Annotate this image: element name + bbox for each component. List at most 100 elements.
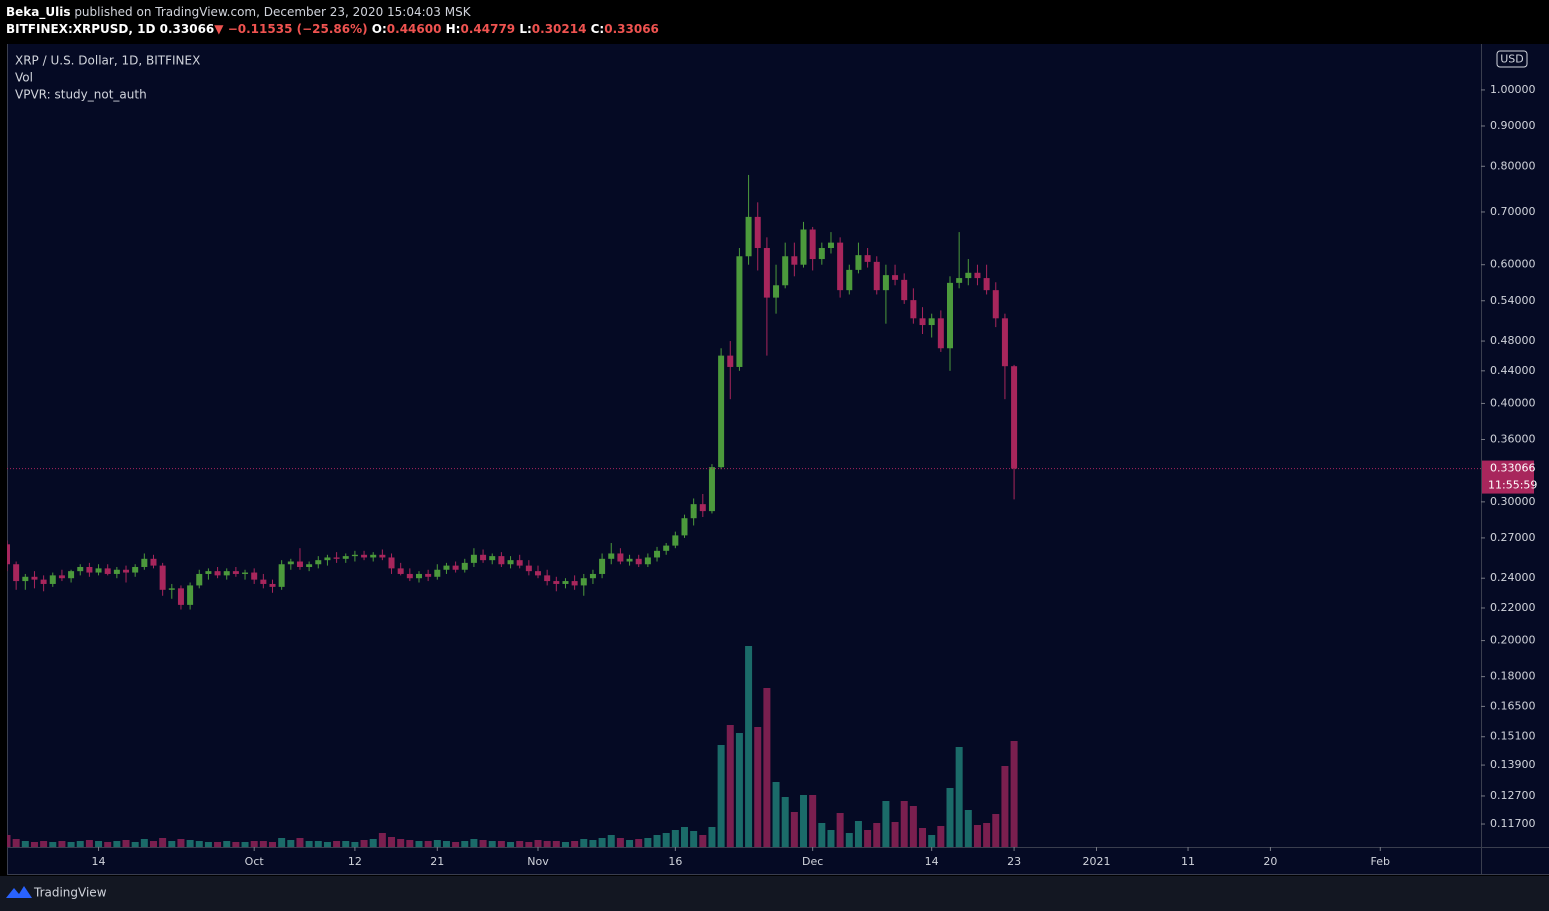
y-tick-label: 0.11700 xyxy=(1490,817,1536,830)
candle-body xyxy=(846,269,853,291)
candle-body xyxy=(699,504,706,512)
ohlc-key: O: xyxy=(372,22,387,36)
candle-body xyxy=(864,255,871,262)
volume-bar xyxy=(589,840,597,847)
volume-bar xyxy=(168,841,176,847)
volume-bar xyxy=(616,838,624,847)
candle-body xyxy=(361,554,368,558)
volume-bar xyxy=(269,842,277,847)
volume-bar xyxy=(122,840,130,847)
candle-body xyxy=(827,242,834,249)
candle-body xyxy=(663,545,670,551)
legend-item: Vol xyxy=(15,71,33,85)
candle-body xyxy=(315,560,322,565)
candle-body xyxy=(397,568,404,574)
volume-bar xyxy=(67,842,75,847)
volume-bar xyxy=(85,840,93,847)
candle-body xyxy=(342,556,349,559)
candle-body xyxy=(681,518,688,536)
x-tick-label: 20 xyxy=(1263,855,1277,868)
y-tick-label: 0.36000 xyxy=(1490,432,1536,445)
y-tick-label: 0.24000 xyxy=(1490,571,1536,584)
currency[interactable]: USD xyxy=(1500,53,1524,66)
volume-bar xyxy=(763,688,771,847)
candle-body xyxy=(507,560,514,565)
candle-body xyxy=(7,544,10,565)
candle-body xyxy=(928,318,935,326)
volume-bar xyxy=(873,823,881,847)
candle-body xyxy=(956,278,963,283)
candle-body xyxy=(736,256,743,367)
candle-body xyxy=(544,575,551,582)
y-tick-label: 0.80000 xyxy=(1490,159,1536,172)
volume-bar xyxy=(461,841,469,847)
candle-body xyxy=(223,571,230,576)
volume-bar xyxy=(864,830,872,847)
volume-bar xyxy=(836,813,844,847)
candle-body xyxy=(443,565,450,570)
last-price: 0.33066 xyxy=(160,22,215,36)
candle-body xyxy=(791,256,798,265)
y-tick-label: 0.44000 xyxy=(1490,364,1536,377)
volume-bar xyxy=(470,839,478,847)
volume-bar xyxy=(955,747,963,847)
candle-body xyxy=(855,255,862,270)
legend-item: XRP / U.S. Dollar, 1D, BITFINEX xyxy=(15,54,200,68)
candle-body xyxy=(470,554,477,563)
candle-body xyxy=(13,564,20,582)
ohlc-key: C: xyxy=(591,22,605,36)
candle-body xyxy=(919,318,926,326)
volume-bar xyxy=(754,727,762,847)
volume-bar xyxy=(644,838,652,847)
volume-bar xyxy=(314,841,322,847)
candle-body xyxy=(498,556,505,565)
volume-bar xyxy=(680,827,688,847)
volume-bar xyxy=(919,828,927,847)
volume-bar xyxy=(305,841,313,847)
volume-bar xyxy=(809,795,817,847)
volume-bar xyxy=(7,835,11,847)
volume-bar xyxy=(983,823,991,847)
volume-bar xyxy=(552,841,560,847)
volume-bar xyxy=(278,838,286,847)
y-tick-label: 0.20000 xyxy=(1490,634,1536,647)
publisher: Beka_Ulis xyxy=(6,5,70,20)
volume-bar xyxy=(333,841,341,847)
candle-body xyxy=(406,573,413,579)
candle-body xyxy=(77,566,84,572)
candle-body xyxy=(40,579,47,584)
volume-bar xyxy=(626,840,634,847)
chart-background xyxy=(7,44,1549,875)
candle-body xyxy=(86,566,93,573)
volume-bar xyxy=(378,833,386,847)
candle-body xyxy=(434,569,441,577)
volume-bar xyxy=(800,795,808,847)
candle-body xyxy=(535,571,542,576)
candle-body xyxy=(910,300,917,319)
volume-bar xyxy=(351,842,359,847)
candle-body xyxy=(892,275,899,280)
ohlc-key: H: xyxy=(446,22,461,36)
brand: TradingView xyxy=(33,886,107,900)
candle-body xyxy=(49,575,56,584)
volume-bar xyxy=(909,806,917,847)
candle-body xyxy=(672,535,679,546)
volume-bar xyxy=(452,842,460,847)
x-tick-label: Feb xyxy=(1371,855,1390,868)
volume-bar xyxy=(726,725,734,847)
volume-bar xyxy=(342,841,350,847)
candle-body xyxy=(388,557,395,569)
candle-body xyxy=(608,553,615,559)
currency-badge[interactable] xyxy=(1496,50,1528,68)
volume-bar xyxy=(845,833,853,847)
volume-bar xyxy=(58,841,66,847)
candle-body xyxy=(727,355,734,367)
volume-bar xyxy=(497,841,505,847)
volume-bar xyxy=(12,839,20,847)
volume-bar xyxy=(946,788,954,847)
candle-body xyxy=(232,571,239,574)
y-tick-label: 0.27000 xyxy=(1490,531,1536,544)
candle-body xyxy=(205,571,212,574)
x-tick-label: 2021 xyxy=(1082,855,1110,868)
y-tick-label: 0.15100 xyxy=(1490,730,1536,743)
